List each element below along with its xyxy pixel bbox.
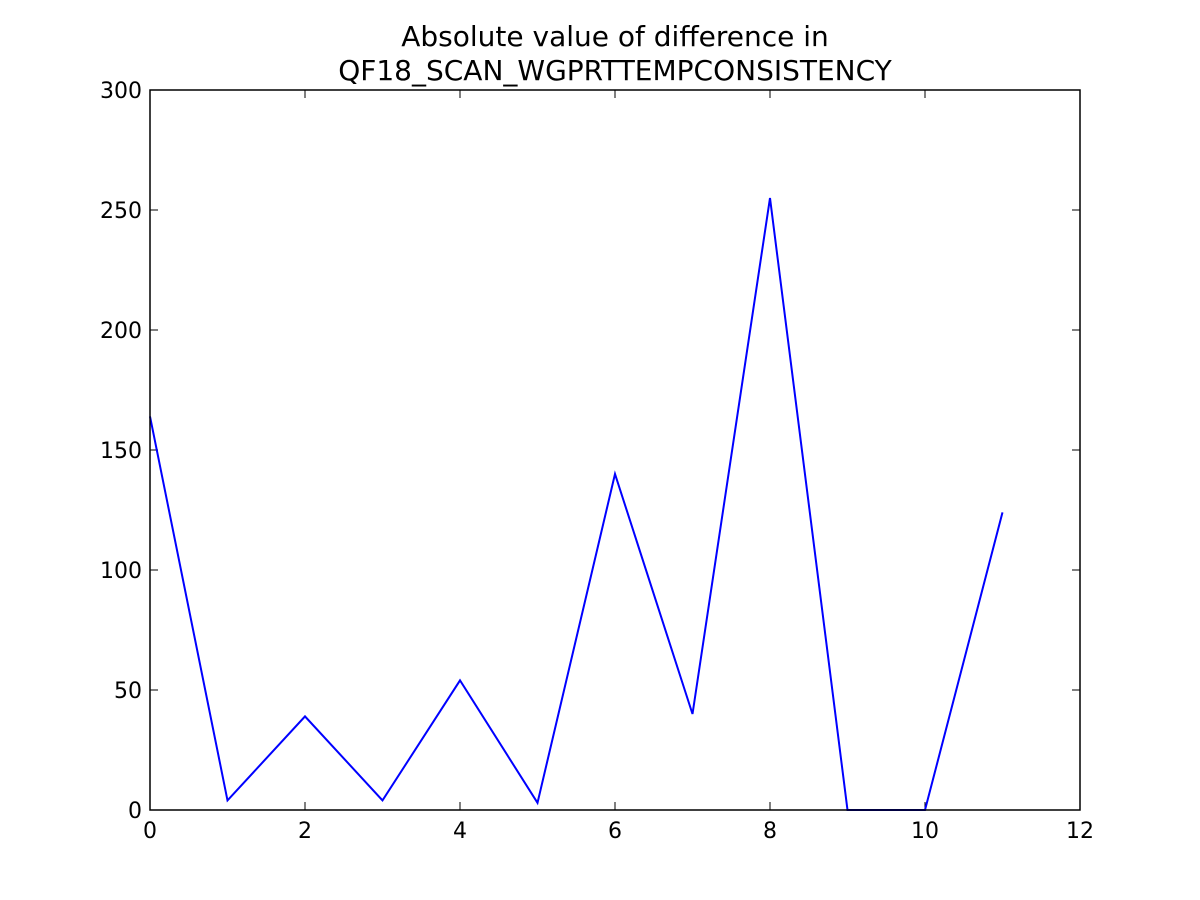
y-tick-label: 100 <box>100 559 142 584</box>
y-tick-label: 200 <box>100 319 142 344</box>
y-tick-label: 50 <box>114 679 142 704</box>
data-point <box>304 715 306 717</box>
y-tick-label: 250 <box>100 199 142 224</box>
data-point <box>692 713 694 715</box>
y-tick-label: 0 <box>128 799 142 824</box>
data-point <box>382 799 384 801</box>
chart-title-line-2: QF18_SCAN_WGPRTTEMPCONSISTENCY <box>338 54 892 87</box>
x-tick-label: 0 <box>143 819 157 844</box>
y-tick-label: 150 <box>100 439 142 464</box>
data-point <box>614 473 616 475</box>
x-tick-label: 2 <box>298 819 312 844</box>
x-tick-label: 10 <box>911 819 939 844</box>
axis-ticks: 0 2 4 6 8 10 12 0 50 100 150 200 250 300 <box>100 79 1094 844</box>
data-point <box>459 679 461 681</box>
x-tick-label: 4 <box>453 819 467 844</box>
plot-frame <box>149 89 1081 811</box>
data-point <box>537 802 539 804</box>
data-point <box>227 799 229 801</box>
x-tick-label: 6 <box>608 819 622 844</box>
x-tick-label: 8 <box>763 819 777 844</box>
chart-title-line-1: Absolute value of difference in <box>401 20 829 53</box>
y-tick-label: 300 <box>100 79 142 104</box>
x-tick-label: 12 <box>1066 819 1094 844</box>
data-point <box>769 197 771 199</box>
data-point <box>1002 511 1004 513</box>
